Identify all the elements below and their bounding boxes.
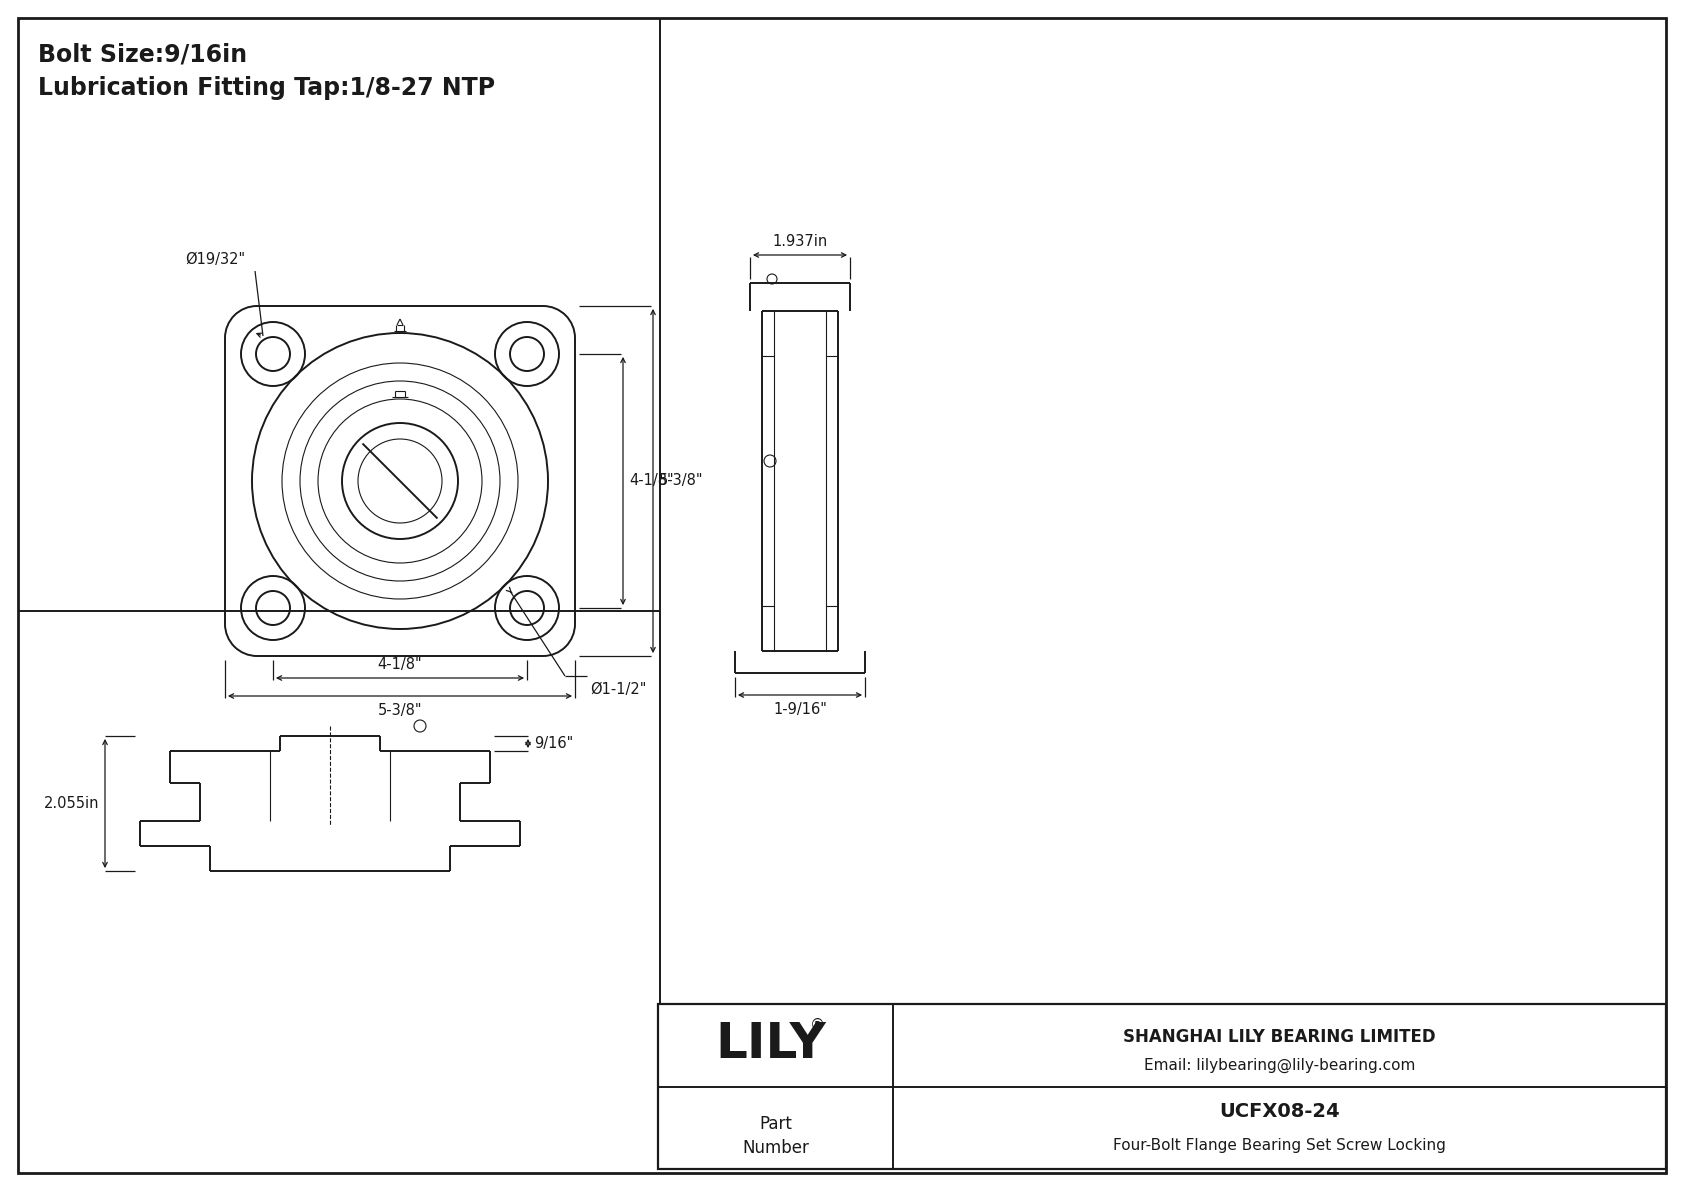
Text: LILY: LILY <box>716 1019 825 1067</box>
Text: 1.937in: 1.937in <box>773 233 827 249</box>
Text: UCFX08-24: UCFX08-24 <box>1219 1102 1340 1121</box>
Text: Part: Part <box>759 1116 791 1134</box>
Text: Bolt Size:9/16in: Bolt Size:9/16in <box>39 43 248 67</box>
Text: Four-Bolt Flange Bearing Set Screw Locking: Four-Bolt Flange Bearing Set Screw Locki… <box>1113 1139 1447 1153</box>
Text: 1-9/16": 1-9/16" <box>773 701 827 717</box>
Text: 2.055in: 2.055in <box>44 796 99 811</box>
Text: Number: Number <box>743 1139 808 1156</box>
Text: Ø1-1/2": Ø1-1/2" <box>589 682 647 697</box>
Text: 9/16": 9/16" <box>534 736 573 752</box>
Text: Email: lilybearing@lily-bearing.com: Email: lilybearing@lily-bearing.com <box>1143 1058 1415 1073</box>
Text: SHANGHAI LILY BEARING LIMITED: SHANGHAI LILY BEARING LIMITED <box>1123 1028 1436 1046</box>
Text: 4-1/8": 4-1/8" <box>630 474 674 488</box>
Bar <box>658 1004 1665 1170</box>
Text: Ø19/32": Ø19/32" <box>185 252 246 267</box>
Text: 5-3/8": 5-3/8" <box>658 474 704 488</box>
Text: 4-1/8": 4-1/8" <box>377 657 423 672</box>
Text: 5-3/8": 5-3/8" <box>377 703 423 718</box>
Text: ®: ® <box>810 1018 825 1033</box>
Text: Lubrication Fitting Tap:1/8-27 NTP: Lubrication Fitting Tap:1/8-27 NTP <box>39 76 495 100</box>
